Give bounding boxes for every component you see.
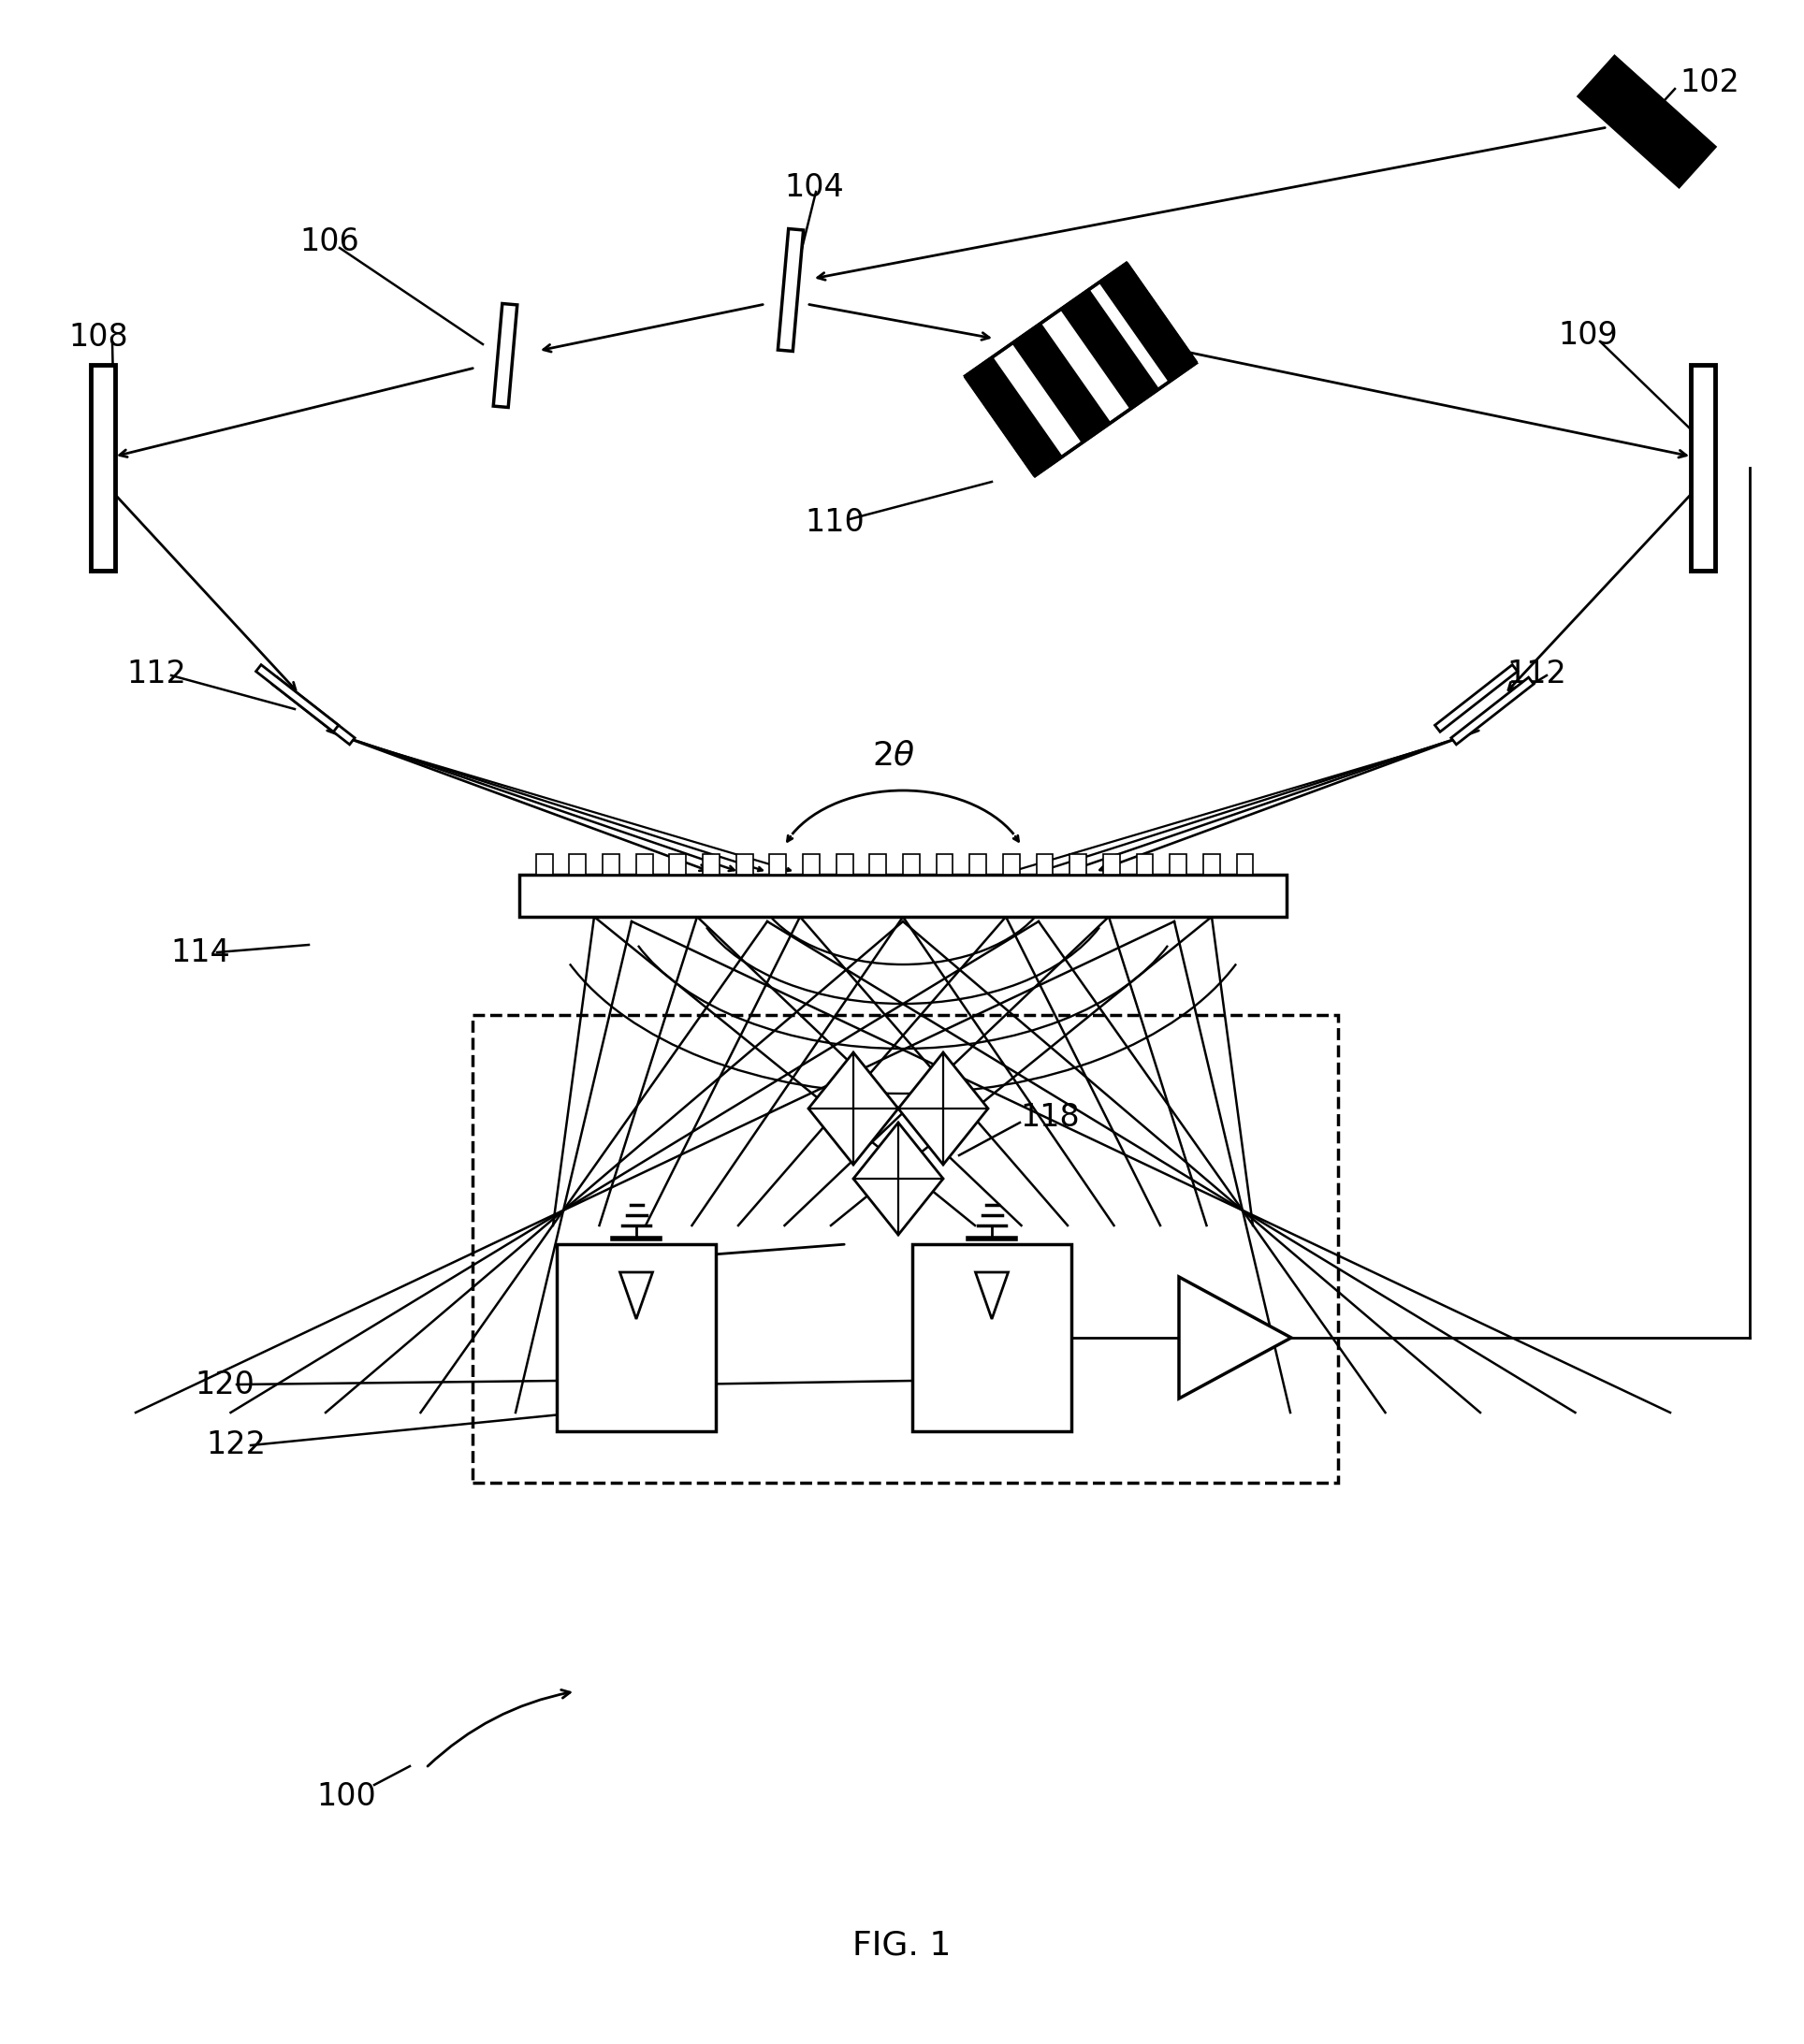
- Polygon shape: [853, 1122, 943, 1235]
- Polygon shape: [963, 358, 1063, 476]
- Text: $2\theta$: $2\theta$: [871, 740, 915, 771]
- Text: 120: 120: [195, 1369, 254, 1400]
- Polygon shape: [1012, 323, 1111, 444]
- Text: 109: 109: [1559, 319, 1618, 350]
- Polygon shape: [256, 664, 339, 732]
- Polygon shape: [272, 677, 355, 744]
- Bar: [971, 854, 987, 875]
- Polygon shape: [1434, 664, 1517, 732]
- Polygon shape: [965, 264, 1196, 476]
- Text: 108: 108: [69, 321, 128, 352]
- Bar: [557, 1245, 716, 1431]
- Text: 102: 102: [1680, 67, 1739, 98]
- Bar: [603, 854, 619, 875]
- Polygon shape: [1450, 677, 1533, 744]
- Polygon shape: [1578, 55, 1716, 188]
- Bar: [637, 854, 653, 875]
- Text: 122: 122: [206, 1431, 265, 1461]
- Text: 114: 114: [170, 936, 229, 967]
- Bar: [473, 1016, 1339, 1482]
- Bar: [913, 1245, 1072, 1431]
- Bar: [904, 854, 920, 875]
- Text: FIG. 1: FIG. 1: [853, 1930, 951, 1962]
- Bar: [837, 854, 853, 875]
- Bar: [936, 854, 953, 875]
- Text: 100: 100: [316, 1780, 375, 1811]
- Bar: [669, 854, 686, 875]
- Text: 112: 112: [1506, 658, 1566, 689]
- Polygon shape: [1180, 1278, 1292, 1398]
- Bar: [803, 854, 819, 875]
- Polygon shape: [1099, 262, 1198, 382]
- Polygon shape: [976, 1271, 1008, 1318]
- Bar: [870, 854, 886, 875]
- Bar: [770, 854, 787, 875]
- Polygon shape: [898, 1053, 989, 1165]
- Bar: [1003, 854, 1019, 875]
- Bar: [520, 875, 1286, 918]
- Bar: [1203, 854, 1220, 875]
- Bar: [1035, 854, 1054, 875]
- Polygon shape: [90, 364, 115, 570]
- Bar: [570, 854, 586, 875]
- Polygon shape: [492, 305, 518, 407]
- Bar: [536, 854, 552, 875]
- Polygon shape: [621, 1271, 653, 1318]
- Bar: [736, 854, 752, 875]
- Polygon shape: [778, 229, 803, 352]
- Bar: [1102, 854, 1120, 875]
- Polygon shape: [1690, 364, 1716, 570]
- Bar: [1070, 854, 1086, 875]
- Bar: [1137, 854, 1153, 875]
- Text: 104: 104: [785, 172, 844, 202]
- Polygon shape: [808, 1053, 898, 1165]
- Text: 120: 120: [637, 1369, 696, 1400]
- Bar: [704, 854, 720, 875]
- Text: 118: 118: [1019, 1102, 1079, 1132]
- Text: 112: 112: [126, 658, 186, 689]
- Bar: [1169, 854, 1187, 875]
- Bar: [1236, 854, 1254, 875]
- Polygon shape: [1061, 288, 1160, 409]
- Text: 110: 110: [805, 507, 864, 538]
- Text: 106: 106: [299, 227, 359, 258]
